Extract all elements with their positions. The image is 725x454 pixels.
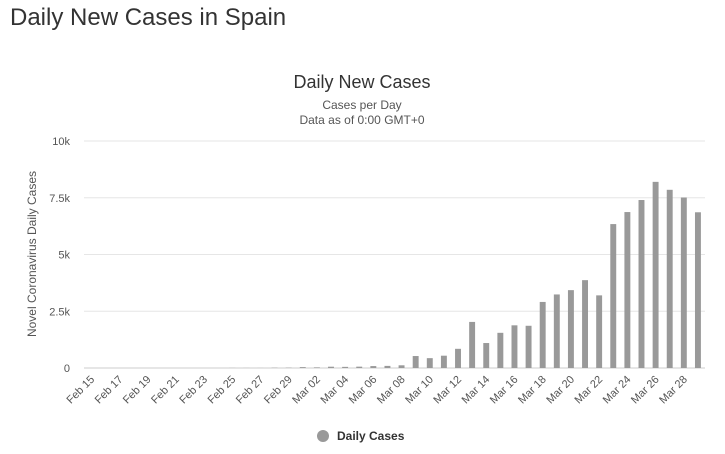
x-tick-label: Mar 14	[460, 374, 493, 407]
page-heading: Daily New Cases in Spain	[10, 4, 287, 31]
x-tick-label: Feb 29	[262, 374, 295, 407]
x-tick-label: Feb 27	[234, 374, 267, 407]
x-tick-label: Feb 19	[121, 374, 154, 407]
bar[interactable]	[680, 197, 687, 368]
bar[interactable]	[610, 224, 617, 368]
legend-item-daily-cases[interactable]: Daily Cases	[317, 429, 405, 443]
bar[interactable]	[469, 321, 476, 368]
x-tick-label: Mar 26	[629, 374, 662, 407]
bar[interactable]	[525, 325, 532, 368]
bar[interactable]	[370, 366, 377, 368]
x-tick-label: Feb 23	[177, 374, 210, 407]
bar[interactable]	[398, 365, 405, 368]
legend-marker	[317, 430, 329, 442]
bar[interactable]	[356, 366, 363, 368]
y-tick-label: 10k	[52, 136, 70, 148]
bar[interactable]	[539, 301, 546, 368]
bar[interactable]	[666, 189, 673, 368]
bar[interactable]	[313, 367, 320, 368]
x-tick-label: Mar 20	[544, 374, 577, 407]
y-axis-title: Novel Coronavirus Daily Cases	[25, 171, 39, 337]
bar[interactable]	[483, 343, 490, 368]
bar[interactable]	[596, 295, 603, 368]
bar[interactable]	[426, 358, 433, 368]
bar[interactable]	[440, 355, 447, 368]
x-tick-label: Feb 21	[149, 374, 182, 407]
bars	[229, 181, 701, 368]
x-tick-label: Mar 06	[347, 374, 380, 407]
bar[interactable]	[652, 181, 659, 368]
bar[interactable]	[694, 212, 701, 368]
x-tick-label: Mar 28	[657, 374, 690, 407]
x-tick-label: Mar 18	[516, 374, 549, 407]
bar[interactable]	[497, 332, 504, 368]
x-tick-label: Feb 15	[64, 374, 97, 407]
chart-subtitle-line-1: Cases per Day	[322, 98, 401, 112]
bar[interactable]	[553, 294, 560, 368]
bar[interactable]	[624, 212, 631, 368]
bar[interactable]	[511, 325, 518, 368]
bar[interactable]	[412, 356, 419, 368]
y-tick-label: 7.5k	[49, 193, 70, 205]
x-tick-label: Mar 02	[290, 374, 323, 407]
chart-title: Daily New Cases	[293, 72, 430, 92]
x-tick-label: Mar 16	[488, 374, 521, 407]
x-tick-label: Mar 22	[573, 374, 606, 407]
bar[interactable]	[455, 348, 461, 368]
x-tick-label: Feb 25	[206, 374, 239, 407]
bar[interactable]	[582, 280, 588, 368]
x-tick-label: Mar 12	[431, 374, 464, 407]
legend-label: Daily Cases	[337, 429, 405, 443]
bar[interactable]	[384, 365, 391, 368]
x-tick-label: Feb 17	[93, 374, 126, 407]
bar[interactable]	[342, 366, 349, 368]
y-axis-ticks: 0 2.5k 5k 7.5k 10k	[49, 136, 70, 375]
bar[interactable]	[567, 290, 574, 368]
y-tick-label: 0	[64, 363, 70, 375]
x-tick-label: Mar 24	[601, 374, 634, 407]
x-tick-label: Mar 04	[319, 374, 352, 407]
chart-subtitle-line-2: Data as of 0:00 GMT+0	[299, 113, 424, 127]
y-tick-label: 2.5k	[49, 306, 70, 318]
x-tick-label: Mar 08	[375, 374, 408, 407]
y-tick-label: 5k	[58, 250, 70, 262]
bar[interactable]	[638, 200, 645, 368]
bar[interactable]	[299, 367, 306, 368]
x-tick-label: Mar 10	[403, 374, 436, 407]
bar[interactable]	[328, 366, 334, 368]
